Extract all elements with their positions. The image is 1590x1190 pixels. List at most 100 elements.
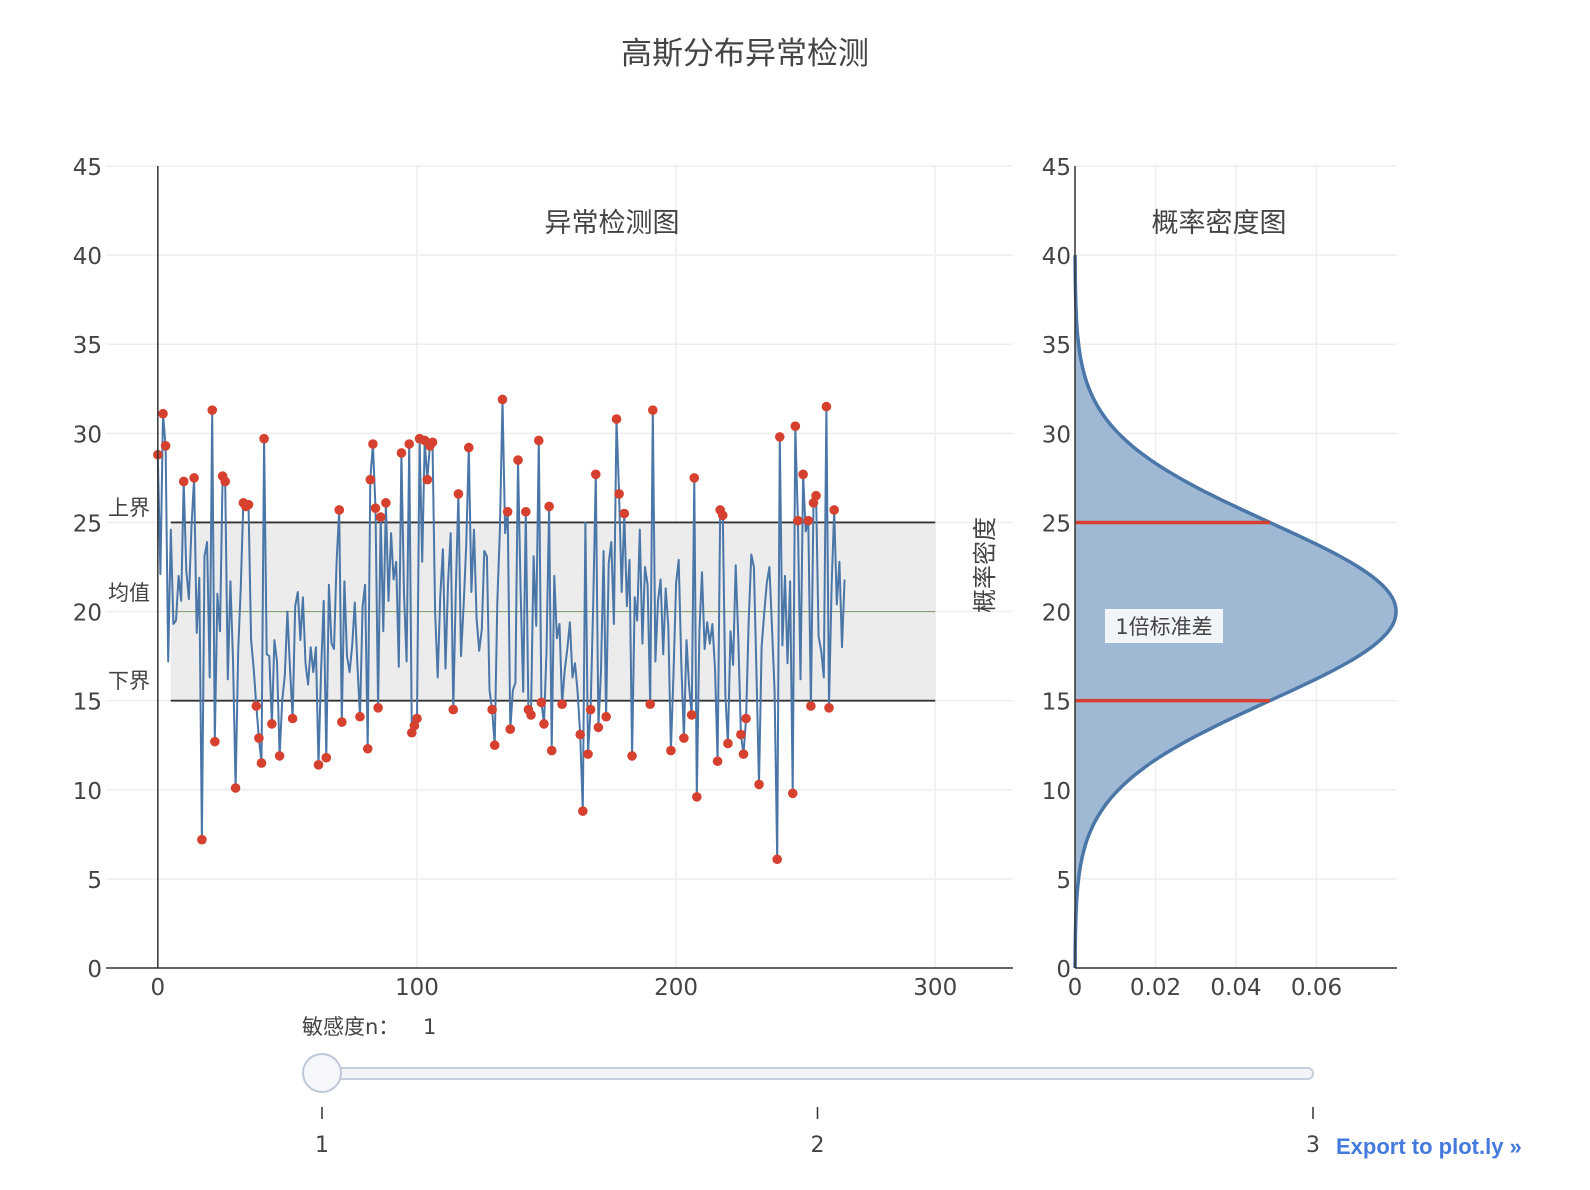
anomaly-point [803, 515, 814, 526]
y-tick-label: 5 [87, 868, 102, 894]
anomaly-point [513, 455, 523, 465]
anomaly-point [614, 489, 624, 499]
density-chart-axes [1074, 166, 1397, 969]
anomaly-point [575, 729, 586, 740]
y-tick-label: 25 [73, 511, 102, 537]
density-x-tick-label: 0.02 [1130, 975, 1181, 1001]
anomaly-point [464, 442, 474, 453]
anomaly-point [585, 704, 596, 715]
anomaly-point [738, 749, 749, 759]
density-y-tick-label: 5 [1056, 868, 1071, 894]
anomaly-point [160, 441, 171, 451]
x-tick-label: 300 [913, 975, 957, 1001]
anomaly-point [666, 745, 676, 756]
sigma-label: 1倍标准差 [1115, 615, 1212, 639]
anomaly-point [736, 729, 746, 740]
y-tick-label: 30 [73, 422, 102, 448]
anomaly-point [583, 749, 593, 759]
density-x-tick-label: 0.04 [1210, 975, 1261, 1001]
figure-title: 高斯分布异常检测 [621, 36, 869, 72]
anomaly-chart-ticks: 0 5 10 15 20 25 30 35 40 45 0 100 200 300 [73, 155, 957, 1001]
anomaly-point [798, 469, 808, 480]
density-y-tick-label: 20 [1042, 601, 1071, 627]
anomaly-point [489, 740, 500, 751]
slider-label: 敏感度n： [302, 1015, 399, 1039]
density-curve [1073, 255, 1398, 969]
anomaly-point [578, 806, 588, 816]
anomaly-point [243, 499, 254, 510]
density-chart-ticks: 0 5 10 15 20 25 30 35 40 45 0 0.02 0.04 0.06 [1042, 155, 1342, 1001]
anomaly-point [274, 751, 285, 761]
y-tick-label: 15 [73, 690, 102, 716]
anomaly-point [593, 722, 604, 733]
x-tick-label: 200 [654, 975, 698, 1001]
slider-rail[interactable] [321, 1067, 1314, 1080]
anomaly-point [824, 702, 834, 713]
anomaly-point [526, 710, 536, 720]
anomaly-point [251, 701, 262, 711]
sensitivity-slider[interactable]: 敏感度n： 1 1 2 3 [302, 1015, 1320, 1158]
anomaly-point [679, 733, 689, 743]
anomaly-chart: 0 5 10 15 20 25 30 35 40 45 0 100 200 300 异常检测图 上界 均值… [73, 155, 1013, 1001]
anomaly-point [790, 421, 801, 432]
export-link[interactable]: Export to plot.ly » [1336, 1134, 1522, 1159]
anomaly-point [373, 702, 383, 713]
anomaly-point [355, 711, 365, 722]
anomaly-point [717, 510, 728, 521]
anomaly-point [544, 501, 554, 512]
density-y-tick-label: 15 [1042, 690, 1071, 716]
anomaly-point [254, 733, 264, 743]
y-tick-label: 40 [73, 244, 102, 270]
anomaly-point [375, 512, 386, 522]
anomaly-chart-axes [106, 166, 1013, 969]
anomaly-point [207, 405, 218, 415]
anomaly-point [686, 710, 697, 720]
anomaly-point [197, 834, 207, 845]
x-tick-label: 0 [151, 975, 166, 1001]
density-chart: 0 5 10 15 20 25 30 35 40 45 0 0.02 0.04 0.06 概率密度图 概率… [971, 155, 1398, 1001]
density-chart-title: 概率密度图 [1152, 208, 1287, 239]
lower-bound-label: 下界 [108, 669, 150, 693]
slider-tick-label: 1 [315, 1133, 329, 1158]
density-line [1073, 255, 1398, 968]
anomaly-point [453, 489, 464, 499]
anomaly-point [370, 503, 381, 513]
anomaly-point [505, 724, 516, 734]
anomaly-point [427, 437, 438, 448]
anomaly-point [189, 473, 199, 483]
anomaly-point [337, 717, 347, 727]
anomaly-point [829, 505, 839, 515]
anomaly-point [806, 701, 816, 711]
series-line [156, 398, 846, 861]
sigma-label-box [1105, 609, 1223, 643]
y-tick-label: 45 [73, 155, 102, 181]
anomaly-point [487, 704, 497, 715]
anomaly-point [601, 711, 611, 722]
anomaly-chart-title: 异常检测图 [545, 208, 680, 239]
density-y-tick-label: 30 [1042, 422, 1071, 448]
mean-label: 均值 [108, 581, 150, 605]
slider-handle[interactable] [302, 1053, 342, 1093]
anomaly-point [220, 476, 231, 487]
anomaly-point [536, 697, 547, 708]
anomaly-point [533, 435, 544, 446]
slider-ticks: 1 2 3 [315, 1107, 1320, 1158]
anomaly-point [619, 508, 630, 519]
anomaly-point [590, 469, 601, 480]
anomaly-point [178, 476, 189, 487]
anomaly-point [774, 432, 785, 442]
density-y-tick-label: 25 [1042, 511, 1071, 537]
x-tick-label: 100 [395, 975, 439, 1001]
density-axis-label: 概率密度 [971, 517, 999, 613]
anomaly-point [158, 408, 168, 419]
anomaly-point [334, 505, 345, 515]
anomaly-point [539, 719, 549, 729]
anomaly-point [368, 439, 378, 449]
anomaly-point [502, 506, 513, 517]
anomaly-point [321, 752, 332, 763]
y-tick-label: 20 [73, 601, 102, 627]
y-tick-label: 35 [73, 333, 102, 359]
density-y-tick-label: 10 [1042, 779, 1071, 805]
